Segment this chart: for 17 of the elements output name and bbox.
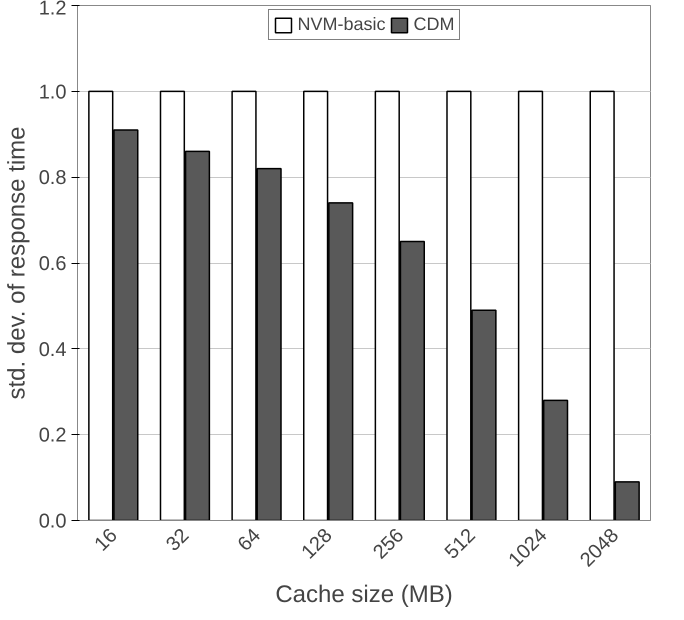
x-tick-label: 32 [162, 524, 194, 556]
y-tick-label: 0.0 [38, 510, 67, 532]
y-tick-label: 0.2 [38, 424, 67, 447]
x-tick-label: 128 [298, 524, 337, 564]
legend-label: CDM [414, 14, 455, 35]
y-tick-label: 1.0 [38, 81, 67, 104]
y-tick-label: 0.8 [38, 167, 67, 190]
x-tick-label: 256 [369, 524, 408, 564]
legend-label: NVM-basic [297, 14, 386, 35]
y-tick-label: 0.6 [38, 253, 67, 275]
x-tick-label: 16 [90, 524, 122, 556]
x-tick-label: 512 [440, 524, 480, 564]
y-tick-label: 1.2 [38, 0, 67, 20]
x-tick-label: 64 [234, 524, 266, 556]
y-axis-title: std. dev. of response time [4, 126, 31, 400]
y-tick-label: 0.4 [38, 338, 67, 361]
x-axis-title: Cache size (MB) [275, 580, 453, 608]
